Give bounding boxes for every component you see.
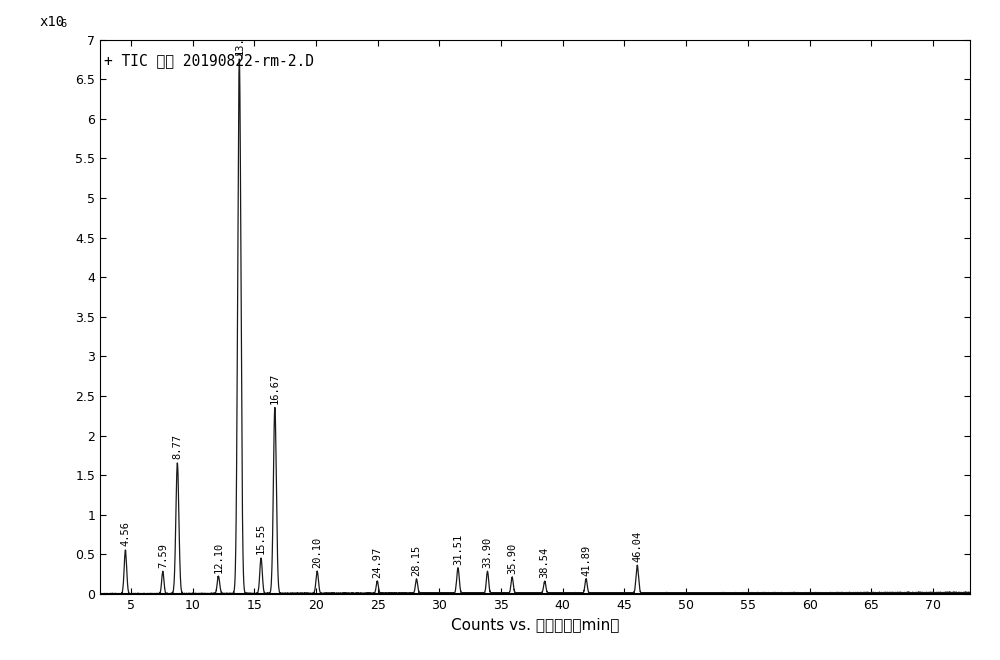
Text: 38.54: 38.54 [540,547,550,578]
Text: 46.04: 46.04 [632,531,642,562]
Text: 8.77: 8.77 [172,434,182,459]
Text: 35.90: 35.90 [507,543,517,574]
Text: 12.10: 12.10 [213,541,223,573]
Text: 7.59: 7.59 [158,543,168,568]
Text: 28.15: 28.15 [412,544,422,576]
Text: 6: 6 [61,18,67,28]
Text: 41.89: 41.89 [581,544,591,576]
Text: 4.56: 4.56 [120,521,130,546]
Text: 33.90: 33.90 [482,537,492,568]
Text: 16.67: 16.67 [270,373,280,404]
Text: x10: x10 [39,15,64,28]
Text: 31.51: 31.51 [453,533,463,565]
Text: 20.10: 20.10 [312,537,322,568]
X-axis label: Counts vs. 采集时间（min）: Counts vs. 采集时间（min） [451,617,619,632]
Text: 24.97: 24.97 [372,547,382,578]
Text: 13.79: 13.79 [234,24,244,55]
Text: 15.55: 15.55 [256,523,266,554]
Text: + TIC 扫描 20190822-rm-2.D: + TIC 扫描 20190822-rm-2.D [104,53,314,69]
